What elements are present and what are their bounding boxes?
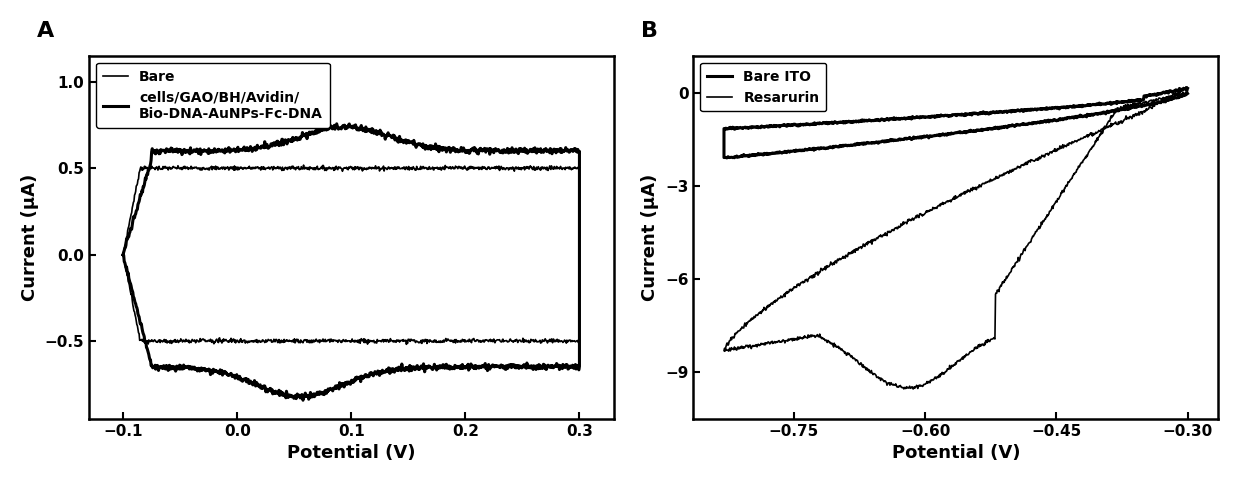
Legend: Bare ITO, Resarurin: Bare ITO, Resarurin bbox=[700, 63, 826, 112]
Bare ITO bbox=[727, 125, 742, 131]
Bare ITO bbox=[1180, 85, 1194, 91]
cells/GAO/BH/Avidin/
Bio-DNA-AuNPs-Fc-DNA bbox=[561, 366, 576, 372]
Y-axis label: Current (μA): Current (μA) bbox=[21, 173, 38, 301]
Resarurin bbox=[1121, 115, 1136, 121]
cells/GAO/BH/Avidin/
Bio-DNA-AuNPs-Fc-DNA bbox=[279, 139, 294, 144]
cells/GAO/BH/Avidin/
Bio-DNA-AuNPs-Fc-DNA bbox=[330, 121, 344, 127]
Bare bbox=[529, 164, 544, 170]
Legend: Bare, cells/GAO/BH/Avidin/
Bio-DNA-AuNPs-Fc-DNA: Bare, cells/GAO/BH/Avidin/ Bio-DNA-AuNPs… bbox=[95, 63, 330, 128]
Bare ITO bbox=[892, 116, 907, 122]
Line: Resarurin: Resarurin bbox=[724, 87, 1187, 389]
Bare bbox=[399, 341, 414, 347]
Resarurin bbox=[727, 330, 742, 336]
Bare bbox=[173, 336, 188, 341]
Resarurin bbox=[1180, 85, 1194, 90]
X-axis label: Potential (V): Potential (V) bbox=[287, 444, 415, 462]
Bare ITO bbox=[1180, 85, 1194, 91]
Bare ITO bbox=[1121, 99, 1136, 104]
Line: Bare ITO: Bare ITO bbox=[724, 88, 1187, 158]
cells/GAO/BH/Avidin/
Bio-DNA-AuNPs-Fc-DNA bbox=[133, 192, 147, 198]
Resarurin bbox=[1162, 95, 1177, 100]
Bare ITO bbox=[1162, 96, 1177, 101]
X-axis label: Potential (V): Potential (V) bbox=[892, 444, 1020, 462]
cells/GAO/BH/Avidin/
Bio-DNA-AuNPs-Fc-DNA bbox=[115, 252, 130, 257]
Bare bbox=[561, 338, 576, 344]
Bare bbox=[115, 251, 130, 257]
cells/GAO/BH/Avidin/
Bio-DNA-AuNPs-Fc-DNA bbox=[296, 398, 311, 403]
Resarurin bbox=[1015, 252, 1030, 257]
Bare bbox=[133, 166, 147, 172]
Bare bbox=[296, 162, 311, 168]
Text: A: A bbox=[36, 21, 53, 41]
cells/GAO/BH/Avidin/
Bio-DNA-AuNPs-Fc-DNA bbox=[529, 150, 544, 156]
Bare ITO bbox=[761, 152, 776, 157]
Bare ITO bbox=[720, 155, 735, 161]
cells/GAO/BH/Avidin/
Bio-DNA-AuNPs-Fc-DNA bbox=[173, 363, 188, 369]
Resarurin bbox=[1180, 88, 1194, 94]
Bare ITO bbox=[1180, 91, 1194, 97]
Text: B: B bbox=[641, 21, 658, 41]
Resarurin bbox=[892, 224, 907, 230]
Resarurin bbox=[1178, 84, 1193, 90]
Resarurin bbox=[906, 386, 921, 392]
Line: Bare: Bare bbox=[123, 165, 580, 344]
cells/GAO/BH/Avidin/
Bio-DNA-AuNPs-Fc-DNA bbox=[115, 252, 130, 258]
Bare bbox=[115, 250, 130, 256]
Resarurin bbox=[760, 340, 774, 346]
cells/GAO/BH/Avidin/
Bio-DNA-AuNPs-Fc-DNA bbox=[399, 366, 414, 372]
Bare ITO bbox=[1015, 121, 1030, 127]
Line: cells/GAO/BH/Avidin/
Bio-DNA-AuNPs-Fc-DNA: cells/GAO/BH/Avidin/ Bio-DNA-AuNPs-Fc-DN… bbox=[123, 124, 580, 400]
Y-axis label: Current (μA): Current (μA) bbox=[642, 173, 659, 301]
Bare bbox=[279, 165, 294, 170]
Bare bbox=[399, 337, 414, 343]
